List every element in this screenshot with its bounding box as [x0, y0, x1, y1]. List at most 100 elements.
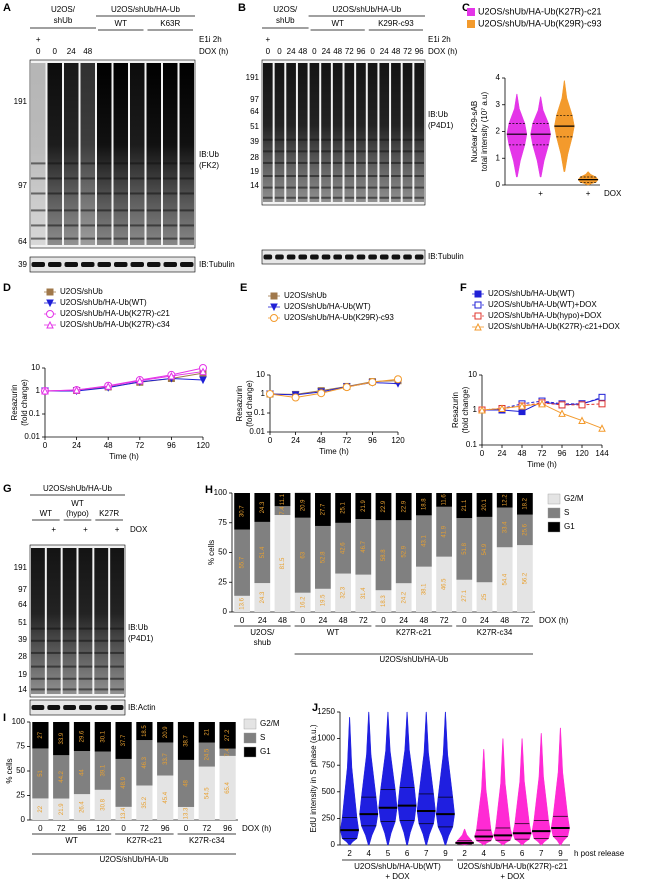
cell-line-label: U2OS/ [273, 5, 298, 14]
blot-band [130, 237, 145, 240]
value-label: 25 [482, 593, 488, 600]
bar-segment [436, 506, 452, 557]
blot-band [321, 161, 331, 164]
blot-band [297, 196, 308, 199]
bar-segment [315, 588, 331, 612]
loading-band [403, 254, 412, 260]
group-label: U2OS/ [250, 628, 275, 637]
loading-band [286, 254, 296, 260]
blot-band [163, 237, 178, 240]
value-label: 13.4 [121, 807, 127, 819]
blot-band [344, 175, 355, 177]
loading-band [321, 254, 331, 260]
value-label: 27.2 [225, 729, 231, 741]
value-label: 24.3 [260, 591, 266, 603]
blot-band [179, 209, 194, 212]
violin [493, 738, 513, 846]
loading-band [163, 262, 177, 267]
legend-label: S [260, 733, 265, 742]
loading-band [275, 254, 284, 260]
bar-segment [136, 740, 153, 786]
e1i-mark: + [265, 35, 270, 44]
y-tick-label: 0.01 [24, 432, 40, 441]
mw-label: 14 [250, 181, 259, 190]
cell-line-label: U2OS/shUb/HA-Ub [43, 484, 112, 493]
blot-band [356, 186, 366, 189]
dox-label: 48 [298, 47, 307, 56]
blot-lane [332, 63, 343, 202]
value-label: 38.7 [184, 734, 190, 746]
blot-band [367, 186, 378, 189]
marker [498, 404, 506, 413]
marker [317, 389, 326, 398]
mw-label: 19 [18, 670, 27, 679]
violin [397, 711, 417, 846]
blot-lane [146, 63, 161, 245]
blot-band [367, 138, 378, 141]
bar-segment [315, 493, 331, 526]
blot-band [46, 651, 61, 654]
marker [474, 312, 482, 320]
y-tick-label: 1 [496, 153, 501, 162]
blot-band [297, 175, 308, 177]
blot-band [31, 237, 46, 240]
dox-label: 24 [380, 47, 389, 56]
bar-segment [476, 582, 493, 612]
blot-band [110, 627, 124, 630]
blot-band [146, 224, 161, 227]
loading-band [263, 254, 273, 260]
blot-band [46, 688, 61, 691]
value-label: 30.8 [100, 798, 106, 810]
y-axis-label: % cells [207, 540, 216, 565]
value-label: 52.9 [401, 545, 407, 557]
bar-segment [436, 556, 452, 612]
marker [474, 301, 482, 309]
bar-segment [115, 722, 132, 759]
group-label: U2OS/shUb/HA-Ub [379, 655, 448, 664]
blot-lane [47, 63, 62, 245]
marker [199, 376, 207, 385]
bar-segment [177, 722, 195, 760]
blot-lane [297, 63, 308, 202]
panel-letter: D [3, 282, 11, 294]
value-label: 30.7 [240, 505, 246, 517]
marker [578, 401, 586, 409]
loading-band [310, 254, 319, 260]
blot-band [263, 150, 273, 153]
bar-segment [416, 515, 432, 567]
value-label: 44 [80, 769, 86, 776]
blot-band [47, 162, 62, 165]
y-axis-label: total intensity (10⁷ a.u) [480, 91, 489, 171]
bar-segment [234, 595, 250, 612]
value-label: 18.5 [142, 725, 148, 737]
blot-band [80, 237, 95, 240]
genotype-label: K27R [99, 509, 119, 518]
blot-lane [64, 63, 79, 245]
blot-band [78, 688, 93, 691]
blot-band [332, 175, 343, 177]
legend-label: U2OS/shUb/HA-Ub(K29R)-c93 [284, 313, 394, 322]
blot-band [263, 186, 273, 189]
value-label: 54.4 [502, 573, 508, 585]
marker [478, 405, 486, 414]
value-label: 46.3 [142, 756, 148, 768]
blot-membrane [29, 544, 126, 698]
blot-lane [391, 63, 401, 202]
blot-band [309, 186, 320, 189]
value-label: 33.7 [163, 752, 169, 764]
x-tick-label: 72 [440, 616, 449, 625]
dox-label: 96 [415, 47, 424, 56]
blot-band [46, 665, 61, 668]
blot-band [367, 150, 378, 153]
legend-label: U2OS/shUb/HA-Ub(hypo)+DOX [488, 311, 602, 320]
loading-band [31, 705, 45, 710]
loading-band [64, 262, 78, 267]
blot-band [31, 209, 46, 212]
marker [474, 290, 482, 298]
bar-segment [496, 493, 513, 508]
blot-band [309, 196, 320, 199]
mw-label: 28 [18, 652, 27, 661]
blot-band [64, 224, 79, 227]
